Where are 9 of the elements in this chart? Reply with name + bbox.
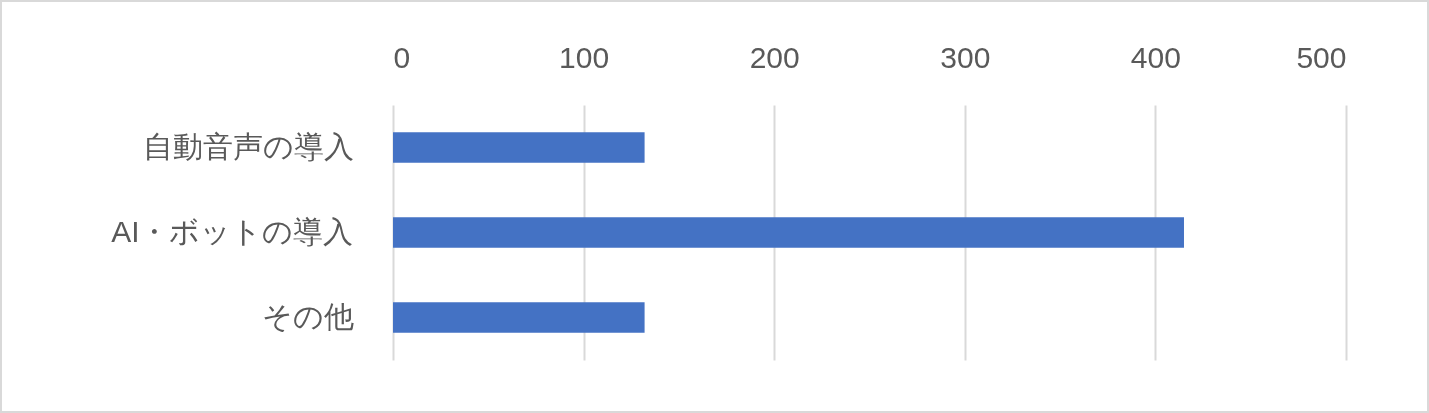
x-tick-label: 500 (1296, 40, 1347, 74)
y-tick-label: AI・ボットの導入 (111, 214, 354, 248)
x-tick-label: 100 (559, 40, 610, 74)
x-tick-label: 0 (393, 40, 411, 74)
x-tick-label: 300 (940, 40, 991, 74)
x-tick-label: 400 (1130, 40, 1181, 74)
y-tick-label: 自動音声の導入 (142, 129, 354, 163)
x-tick-label: 200 (749, 40, 800, 74)
y-tick-label: その他 (261, 299, 354, 333)
